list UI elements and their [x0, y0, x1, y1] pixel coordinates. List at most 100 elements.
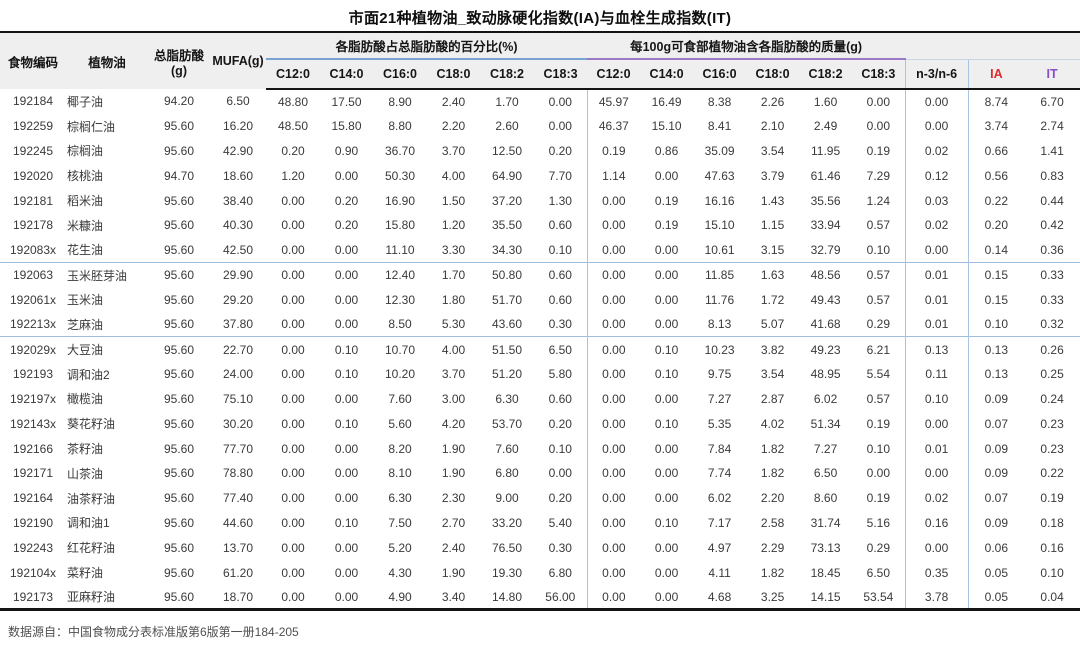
- table-cell: 0.10: [904, 386, 969, 412]
- table-cell: 0.00: [281, 565, 305, 580]
- table-cell: 棕榈仁油: [67, 119, 116, 134]
- table-cell: 5.30: [441, 317, 466, 332]
- table-cell: 0.30: [548, 540, 572, 555]
- table-cell: 7.74: [707, 466, 732, 481]
- table-cell: 32.79: [810, 242, 841, 257]
- table-cell: 19.30: [491, 565, 523, 580]
- table-cell: 0.00: [586, 535, 641, 561]
- table-cell: 0.12: [904, 163, 969, 189]
- table-cell: 0.00: [334, 589, 359, 604]
- table-cell: 0.00: [266, 262, 320, 288]
- table-cell: 29.20: [222, 292, 254, 307]
- table-cell: 0.00: [281, 218, 305, 233]
- table-cell: 192245: [12, 143, 54, 158]
- table-cell: 0.00: [281, 589, 305, 604]
- table-cell: 0.24: [1040, 391, 1064, 406]
- table-cell: 61.20: [222, 565, 254, 580]
- table-cell: 0.00: [866, 466, 891, 481]
- table-cell: 0.56: [984, 168, 1009, 183]
- table-cell: 11.76: [705, 292, 735, 307]
- table-cell: 0.00: [334, 391, 359, 406]
- table-cell: 1.90: [441, 466, 466, 481]
- table-cell: 77.40: [222, 491, 254, 506]
- table-cell: 1.60: [813, 94, 838, 109]
- table-cell: 48.95: [810, 367, 841, 382]
- table-cell: 0.00: [586, 560, 641, 585]
- col-header-mass-c12: C12:0: [587, 59, 641, 90]
- table-cell: 调和油2: [67, 367, 110, 382]
- table-cell: 芝麻油: [67, 317, 104, 332]
- table-cell: 3.70: [441, 143, 466, 158]
- table-cell: 0.10: [654, 367, 679, 382]
- table-cell: 7.84: [707, 441, 732, 456]
- table-cell: 0.10: [654, 416, 679, 431]
- page-title: 市面21种植物油_致动脉硬化指数(IA)与血栓生成指数(IT): [348, 10, 732, 27]
- table-cell: 4.90: [388, 589, 412, 604]
- col-header-pct-c16: C16:0: [373, 59, 427, 90]
- table-cell: 61.46: [810, 168, 841, 183]
- table-cell: 0.00: [548, 94, 572, 109]
- table-cell: 95.60: [163, 466, 195, 481]
- col-header-total-fat: 总脂肪酸(g): [148, 32, 210, 89]
- table-cell: 0.19: [586, 138, 641, 164]
- table-cell: 0.00: [654, 565, 679, 580]
- table-cell: 大豆油: [66, 336, 148, 362]
- table-cell: 0.00: [586, 237, 641, 263]
- table-cell: 77.70: [222, 441, 254, 456]
- table-cell: 8.38: [707, 94, 732, 109]
- table-cell: 192181: [12, 193, 54, 208]
- table-cell: 0.20: [548, 143, 572, 158]
- table-row: 192061x 玉米油 95.60 29.20 0.00 0.00 12.30 1.80 51.…: [0, 287, 1080, 313]
- table-cell: 2.20: [760, 491, 785, 506]
- table-cell: 47.63: [704, 168, 735, 183]
- table-cell: 0.44: [1040, 193, 1064, 208]
- table-cell: 7.70: [548, 168, 572, 183]
- table-cell: 0.00: [334, 317, 359, 332]
- table-cell: 2.20: [441, 119, 466, 134]
- table-cell: 192190: [12, 515, 54, 530]
- table-cell: 6.30: [388, 491, 412, 506]
- table-cell: 3.25: [760, 589, 785, 604]
- table-cell: 0.05: [984, 565, 1009, 580]
- table-cell: 14.80: [491, 589, 523, 604]
- table-cell: 35.56: [810, 193, 841, 208]
- table-cell: 29.90: [210, 262, 266, 288]
- table-row: 192193 调和油2 95.60 24.00 0.00 0.10 10.20 3.70 51.…: [0, 361, 1080, 387]
- table-cell: 0.00: [654, 317, 679, 332]
- table-cell: 13.70: [222, 540, 254, 555]
- table-cell: 43.60: [491, 317, 523, 332]
- table-cell: 5.07: [760, 317, 785, 332]
- table-cell: 10.23: [693, 336, 747, 362]
- table-cell: 192104x: [9, 565, 57, 580]
- table-cell: 0.23: [1040, 441, 1064, 456]
- table-cell: 95.60: [163, 441, 195, 456]
- table-cell: 0.86: [654, 143, 679, 158]
- table-cell: 10.61: [704, 242, 735, 257]
- table-cell: 0.00: [586, 510, 641, 536]
- table-cell: 0.10: [984, 317, 1009, 332]
- table-cell: 1.70: [427, 262, 480, 288]
- col-header-pct-c18-0: C18:0: [427, 59, 480, 90]
- table-cell: 0.13: [984, 367, 1009, 382]
- table-cell: 调和油1: [67, 516, 110, 531]
- table-cell: 5.16: [866, 515, 891, 530]
- table-cell: 0.00: [548, 466, 572, 481]
- table-cell: 10.20: [384, 367, 416, 382]
- table-cell: 16.16: [704, 193, 735, 208]
- table-cell: 192178: [12, 218, 54, 233]
- table-cell: 0.10: [320, 336, 373, 362]
- table-cell: 95.60: [163, 119, 195, 134]
- table-cell: 36.70: [384, 143, 416, 158]
- table-cell: 0.20: [984, 218, 1009, 233]
- table-cell: 192063: [0, 262, 66, 288]
- col-header-food-code: 食物编码: [0, 32, 66, 89]
- table-cell: 8.90: [388, 94, 412, 109]
- col-header-mass-c16: C16:0: [693, 59, 747, 90]
- table-cell: 2.87: [760, 391, 785, 406]
- table-cell: 0.00: [866, 119, 891, 134]
- table-cell: 0.10: [1040, 565, 1064, 580]
- table-cell: 8.41: [707, 119, 732, 134]
- table-cell: 0.19: [866, 416, 891, 431]
- table-cell: 15.80: [331, 119, 362, 134]
- table-cell: 5.54: [866, 367, 891, 382]
